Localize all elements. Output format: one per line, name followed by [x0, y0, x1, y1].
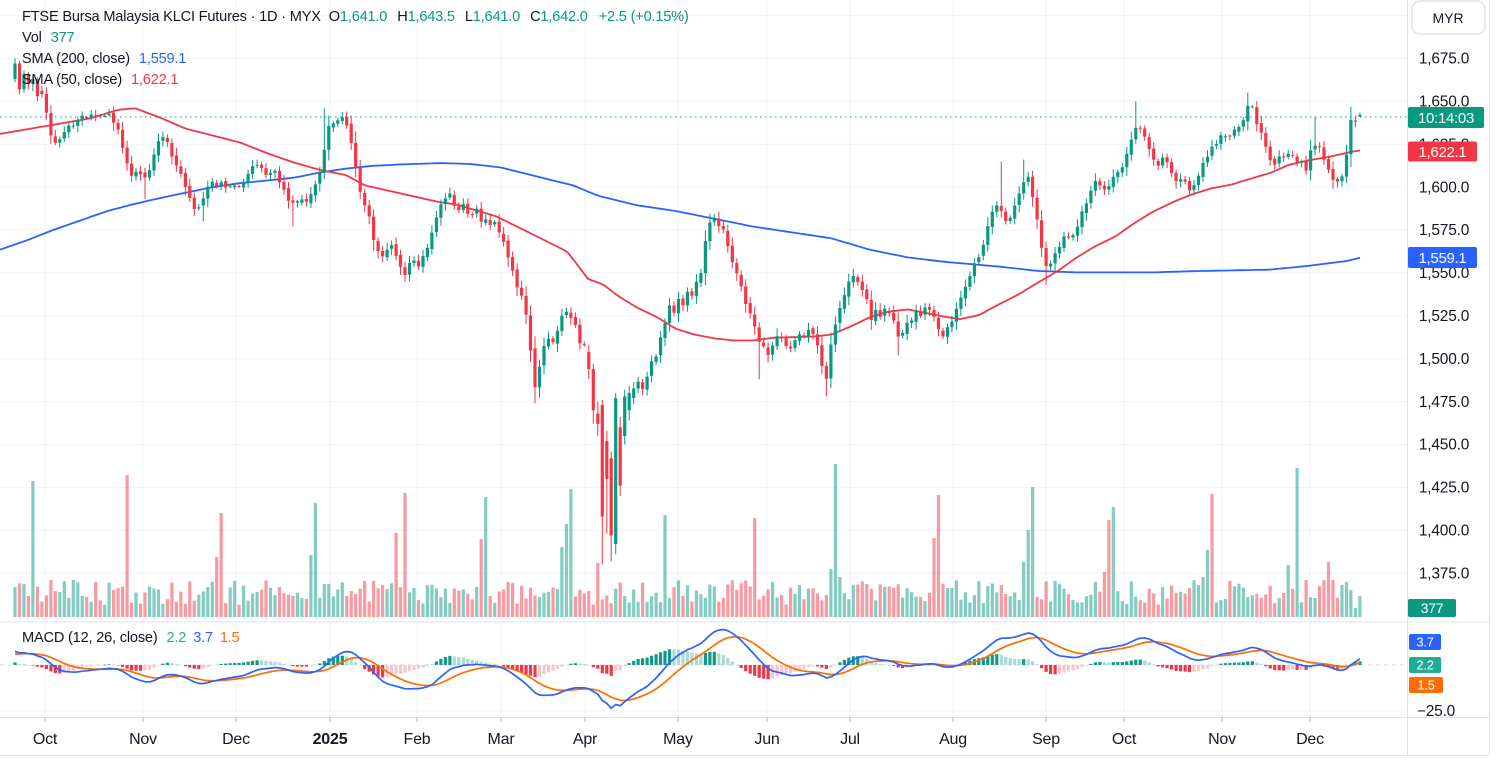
svg-text:Oct: Oct [1112, 731, 1137, 748]
svg-text:Mar: Mar [488, 731, 516, 748]
svg-text:1,575.0: 1,575.0 [1419, 222, 1470, 239]
svg-text:1,450.0: 1,450.0 [1419, 437, 1470, 454]
svg-text:1,425.0: 1,425.0 [1419, 480, 1470, 497]
svg-text:Nov: Nov [129, 731, 157, 748]
svg-text:10:14:03: 10:14:03 [1418, 110, 1474, 127]
svg-text:Oct: Oct [33, 731, 58, 748]
svg-text:Aug: Aug [939, 731, 967, 748]
svg-text:1,500.0: 1,500.0 [1419, 351, 1470, 368]
svg-text:377: 377 [1421, 600, 1444, 616]
svg-text:FTSE Bursa Malaysia KLCI Futur: FTSE Bursa Malaysia KLCI Futures · 1D · … [22, 9, 689, 25]
svg-text:SMA (50, close)1,622.1: SMA (50, close) 1,622.1 [22, 72, 178, 88]
svg-text:1,600.0: 1,600.0 [1419, 179, 1470, 196]
svg-text:1,475.0: 1,475.0 [1419, 394, 1470, 411]
svg-text:1,675.0: 1,675.0 [1419, 51, 1470, 68]
svg-text:1,400.0: 1,400.0 [1419, 523, 1470, 540]
svg-text:1,559.1: 1,559.1 [1419, 250, 1467, 267]
svg-text:2025: 2025 [313, 731, 348, 748]
svg-text:Jul: Jul [840, 731, 860, 748]
svg-text:MYR: MYR [1432, 10, 1463, 26]
svg-text:Apr: Apr [573, 731, 598, 748]
svg-text:Feb: Feb [404, 731, 431, 748]
svg-text:1.5: 1.5 [1417, 678, 1434, 693]
svg-text:1,650.0: 1,650.0 [1419, 94, 1470, 111]
svg-text:3.7: 3.7 [1416, 635, 1433, 650]
svg-text:Sep: Sep [1032, 731, 1060, 748]
svg-text:1,375.0: 1,375.0 [1419, 565, 1470, 582]
svg-text:Nov: Nov [1208, 731, 1236, 748]
svg-text:May: May [663, 731, 693, 748]
svg-text:1,525.0: 1,525.0 [1419, 308, 1470, 325]
svg-text:−25.0: −25.0 [1417, 703, 1456, 720]
svg-text:Dec: Dec [222, 731, 250, 748]
svg-text:2.2: 2.2 [1416, 658, 1433, 673]
svg-text:1,550.0: 1,550.0 [1419, 265, 1470, 282]
svg-text:SMA (200, close)1,559.1: SMA (200, close) 1,559.1 [22, 51, 186, 67]
svg-text:1,622.1: 1,622.1 [1419, 144, 1467, 161]
svg-text:MACD (12, 26, close)2.23.71.5: MACD (12, 26, close) 2.2 3.7 1.5 [22, 630, 240, 646]
svg-text:Jun: Jun [754, 731, 779, 748]
svg-text:Dec: Dec [1296, 731, 1324, 748]
